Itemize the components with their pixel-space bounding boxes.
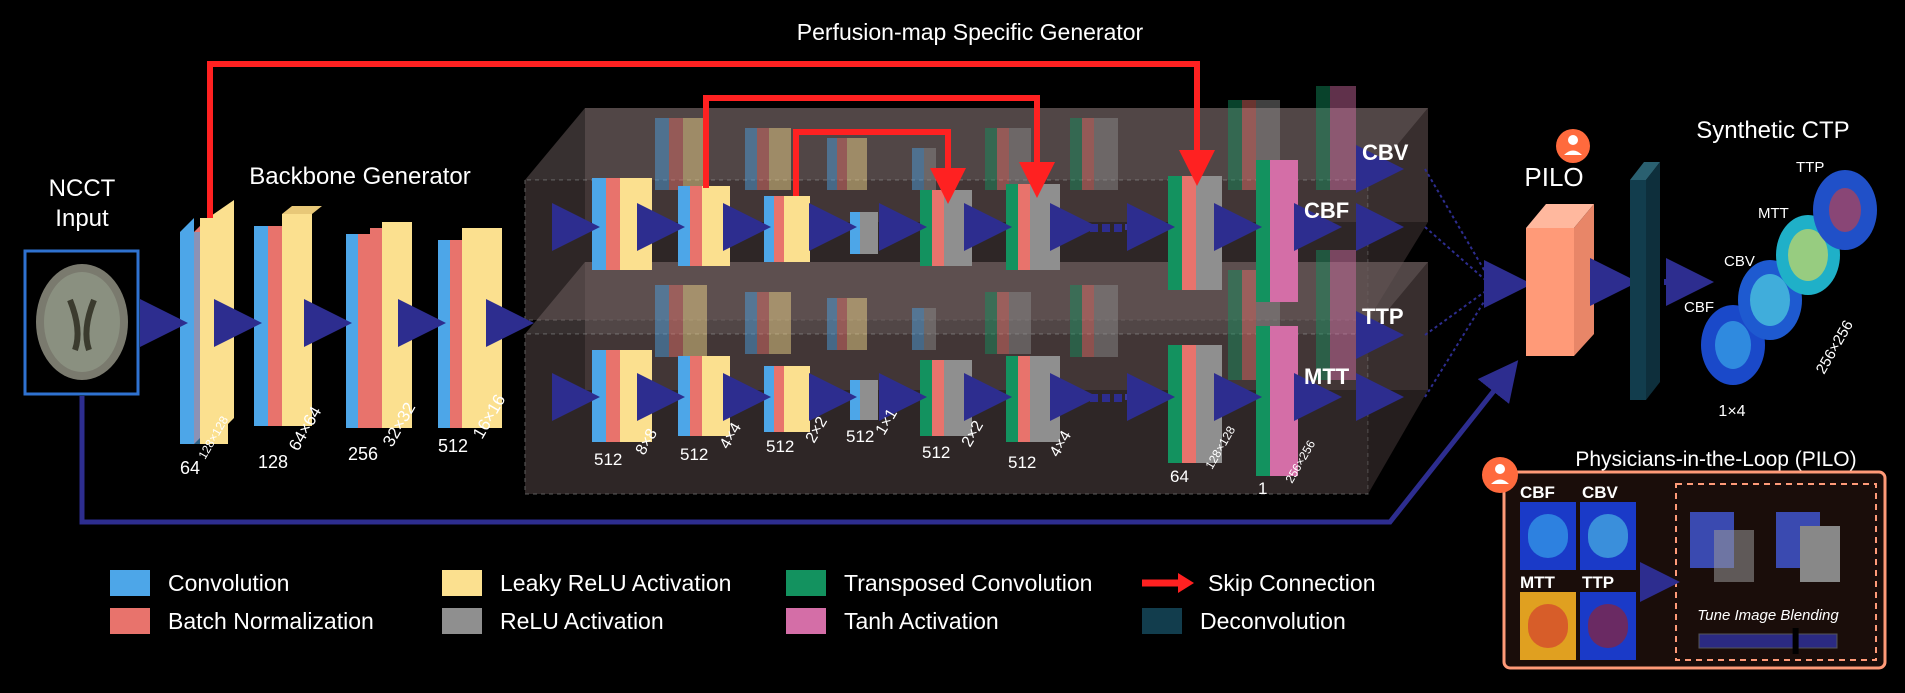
generator-channels-label: 512 (766, 437, 794, 456)
legend-label-bn: Batch Normalization (168, 607, 374, 634)
backbone-channels-label: 256 (348, 444, 378, 464)
diagram-title: Perfusion-map Specific Generator (797, 19, 1144, 45)
backbone-channels-label: 512 (438, 436, 468, 456)
backbone-title: Backbone Generator (249, 163, 470, 190)
generator-channels-label: 1 (1258, 479, 1267, 498)
faded-blocks-top (655, 86, 1356, 190)
pilo-panel (1482, 457, 1887, 670)
generator-channels-label: 512 (1008, 453, 1036, 472)
backbone-channels-label: 128 (258, 452, 288, 472)
legend-swatch-lrelu (442, 570, 482, 596)
pilo-panel-title: Physicians-in-the-Loop (PILO) (1575, 448, 1856, 471)
deconvolution-block (1630, 162, 1660, 400)
legend-label-tconv: Transposed Convolution (844, 569, 1093, 596)
generator-channels-label: 64 (1170, 467, 1189, 486)
synthetic-size: 256×256 (1813, 318, 1857, 377)
legend-tconv: Transposed Convolution (786, 568, 1092, 598)
synthetic-title: Synthetic CTP (1696, 117, 1849, 144)
pilo-map-cbf: CBF (1520, 483, 1555, 502)
blend-slider-track[interactable] (1699, 634, 1837, 648)
legend-label-conv: Convolution (168, 569, 290, 596)
synthetic-map-cbf: CBF (1684, 299, 1714, 316)
legend-conv: Convolution (110, 568, 289, 598)
generator-flow-arrows (552, 145, 1404, 421)
backbone-layer-3 (346, 222, 412, 428)
legend-swatch-skip (1142, 573, 1194, 593)
output-ttp: TTP (1362, 304, 1404, 329)
output-cbv: CBV (1362, 140, 1409, 165)
legend-label-deconv: Deconvolution (1200, 607, 1346, 634)
legend-swatch-conv (110, 570, 150, 596)
generator-channels-label: 512 (846, 427, 874, 446)
legend-relu: ReLU Activation (442, 606, 664, 636)
ncct-input-image (23, 249, 140, 396)
legend-swatch-deconv (1142, 608, 1182, 634)
legend-label-lrelu: Leaky ReLU Activation (500, 569, 732, 596)
legend-swatch-tanh (786, 608, 826, 634)
output-cbf: CBF (1304, 198, 1349, 223)
legend-skip: Skip Connection (1140, 568, 1376, 598)
legend-swatch-tconv (786, 570, 826, 596)
merge-lines (1424, 168, 1491, 398)
generator-channels-label: 512 (680, 445, 708, 464)
synthetic-map-cbv: CBV (1724, 253, 1755, 270)
synthetic-map-mtt: MTT (1758, 205, 1789, 222)
backbone-blocks (180, 200, 502, 444)
legend-tanh: Tanh Activation (786, 606, 999, 636)
legend-deconv: Deconvolution (1142, 606, 1346, 636)
legend-bn: Batch Normalization (110, 606, 374, 636)
input-to-pilo-path (79, 360, 1519, 525)
pilo-label: PILO (1524, 162, 1583, 192)
input-label-line2: Input (55, 205, 109, 232)
legend: Convolution Batch Normalization Leaky Re… (110, 568, 1410, 668)
pilo-user-icon (1556, 129, 1590, 163)
blend-slider-thumb[interactable] (1792, 628, 1799, 654)
synthetic-map-ttp: TTP (1796, 159, 1824, 176)
backbone-layer-1 (180, 200, 234, 444)
blocks-top (592, 160, 1298, 302)
tune-blending-label: Tune Image Blending (1697, 607, 1839, 624)
legend-label-relu: ReLU Activation (500, 607, 664, 634)
backbone-layer-2 (254, 206, 322, 426)
generator-channels-label: 512 (922, 443, 950, 462)
legend-lrelu: Leaky ReLU Activation (442, 568, 731, 598)
input-label-line1: NCCT (49, 175, 116, 202)
generator-channels-label: 512 (594, 450, 622, 469)
legend-label-skip: Skip Connection (1208, 569, 1376, 596)
skip-connections (207, 61, 1215, 218)
pilo-map-ttp: TTP (1582, 573, 1614, 592)
legend-swatch-bn (110, 608, 150, 634)
synthetic-count: 1×4 (1718, 403, 1745, 420)
output-mtt: MTT (1304, 364, 1350, 389)
pilo-map-mtt: MTT (1520, 573, 1556, 592)
pilo-map-cbv: CBV (1582, 483, 1619, 502)
legend-label-tanh: Tanh Activation (844, 607, 999, 634)
backbone-channels-label: 64 (180, 458, 200, 478)
pilo-block (1526, 204, 1594, 356)
legend-swatch-relu (442, 608, 482, 634)
synthetic-ctp-maps (1701, 170, 1877, 385)
